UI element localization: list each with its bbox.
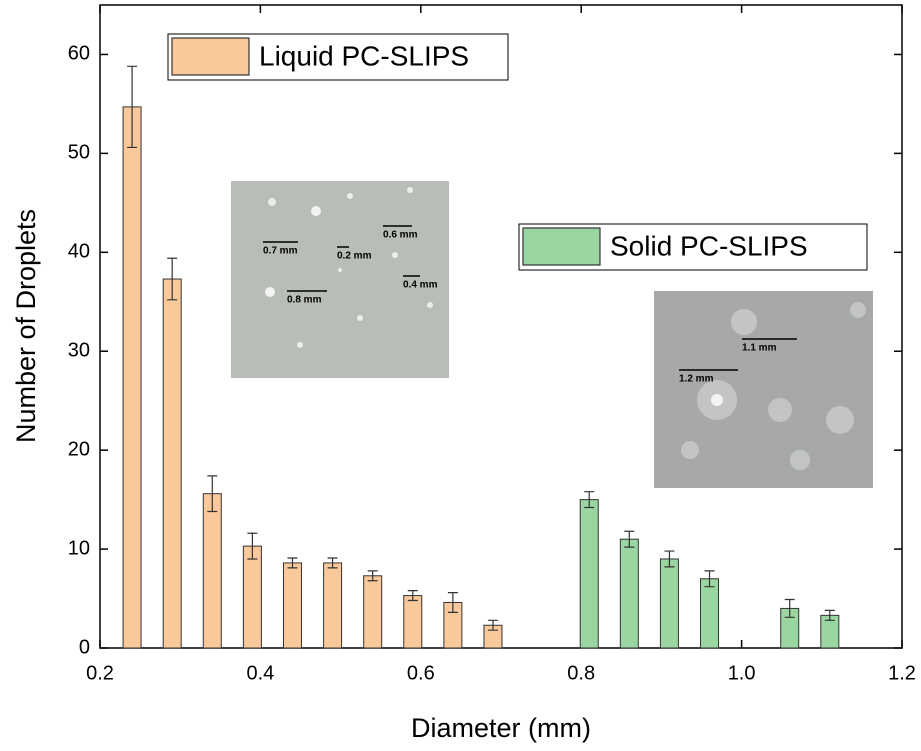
x-tick-label: 1.2 bbox=[888, 662, 916, 684]
y-axis-title: Number of Droplets bbox=[11, 209, 41, 443]
error-bar bbox=[584, 491, 595, 509]
y-tick-label: 20 bbox=[68, 438, 90, 460]
error-bar bbox=[127, 65, 138, 149]
bar bbox=[323, 562, 343, 649]
error-bar bbox=[207, 475, 218, 513]
inset-photo-solid bbox=[654, 291, 873, 488]
x-tick-label: 1.0 bbox=[728, 662, 756, 684]
x-axis-title: Diameter (mm) bbox=[411, 713, 591, 743]
inset-label: 1.2 mm bbox=[679, 374, 714, 385]
x-tick-label: 0.8 bbox=[567, 662, 595, 684]
bar bbox=[579, 499, 599, 649]
bar bbox=[282, 562, 302, 649]
y-tick-label: 40 bbox=[68, 241, 90, 263]
inset-label: 1.1 mm bbox=[742, 343, 777, 354]
error-bar bbox=[407, 590, 418, 602]
error-bar bbox=[447, 592, 458, 613]
bar bbox=[700, 578, 720, 649]
bar bbox=[403, 595, 423, 649]
bar bbox=[619, 538, 639, 649]
x-tick-label: 0.4 bbox=[246, 662, 274, 684]
y-tick-label: 10 bbox=[68, 537, 90, 559]
error-bar bbox=[824, 609, 835, 621]
x-tick-label: 0.2 bbox=[86, 662, 114, 684]
legend-swatch bbox=[522, 227, 601, 266]
error-bar bbox=[487, 619, 498, 631]
error-bar bbox=[704, 570, 715, 588]
y-tick-label: 30 bbox=[68, 340, 90, 362]
inset-label: 0.2 mm bbox=[337, 251, 372, 262]
bar bbox=[363, 575, 383, 649]
inset-photo-liquid bbox=[231, 181, 449, 378]
inset-label: 0.8 mm bbox=[287, 295, 322, 306]
legend-label: Solid PC-SLIPS bbox=[610, 230, 808, 261]
error-bar bbox=[624, 530, 635, 548]
bar bbox=[242, 545, 262, 649]
bar bbox=[659, 558, 679, 649]
inset-label: 0.4 mm bbox=[403, 280, 438, 291]
y-tick-label: 0 bbox=[79, 636, 90, 658]
inset-label: 0.7 mm bbox=[263, 246, 298, 257]
error-bar bbox=[784, 598, 795, 618]
error-bar bbox=[247, 532, 258, 560]
y-tick-label: 50 bbox=[68, 142, 90, 164]
bar bbox=[202, 493, 222, 649]
legend-label: Liquid PC-SLIPS bbox=[259, 40, 469, 71]
error-bar bbox=[167, 257, 178, 301]
inset-label: 0.6 mm bbox=[383, 230, 418, 241]
x-tick-label: 0.6 bbox=[407, 662, 435, 684]
bar bbox=[122, 106, 142, 649]
error-bar bbox=[327, 557, 338, 569]
error-bar bbox=[287, 557, 298, 569]
error-bar bbox=[367, 570, 378, 582]
legend-swatch bbox=[171, 37, 250, 76]
bar bbox=[162, 278, 182, 649]
error-bar bbox=[664, 550, 675, 568]
y-tick-label: 60 bbox=[68, 43, 90, 65]
